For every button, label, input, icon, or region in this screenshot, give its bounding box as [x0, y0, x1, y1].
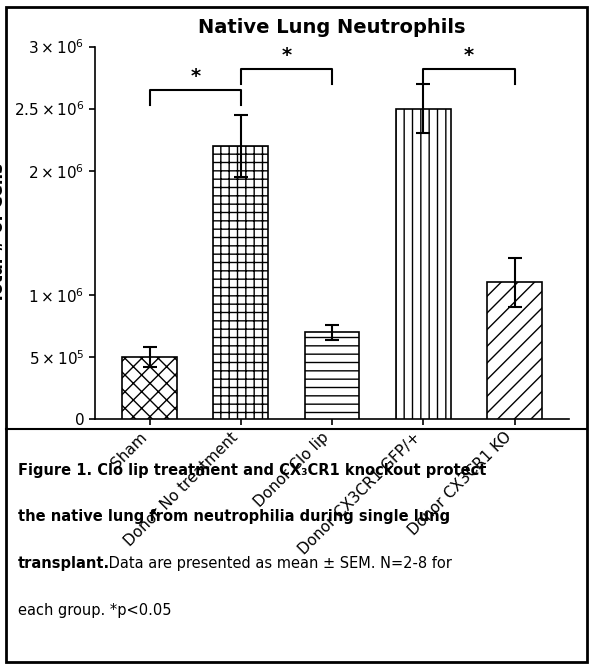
Text: *: * — [464, 46, 474, 65]
Text: the native lung from neutrophilia during single lung: the native lung from neutrophilia during… — [18, 509, 450, 525]
Title: Native Lung Neutrophils: Native Lung Neutrophils — [198, 18, 466, 37]
Text: *: * — [190, 67, 200, 86]
Bar — [396, 108, 451, 419]
Text: transplant.: transplant. — [18, 556, 110, 571]
Bar — [487, 283, 542, 419]
Bar — [213, 146, 268, 419]
Bar — [122, 357, 177, 419]
Bar — [305, 332, 359, 419]
Text: Figure 1. Clo lip treatment and CX₃CR1 knockout protect: Figure 1. Clo lip treatment and CX₃CR1 k… — [18, 463, 486, 477]
Text: each group. *p<0.05: each group. *p<0.05 — [18, 603, 171, 618]
Text: Data are presented as mean ± SEM. N=2-8 for: Data are presented as mean ± SEM. N=2-8 … — [104, 556, 452, 571]
Text: *: * — [282, 46, 292, 65]
Y-axis label: Total # of Cells: Total # of Cells — [0, 163, 7, 303]
